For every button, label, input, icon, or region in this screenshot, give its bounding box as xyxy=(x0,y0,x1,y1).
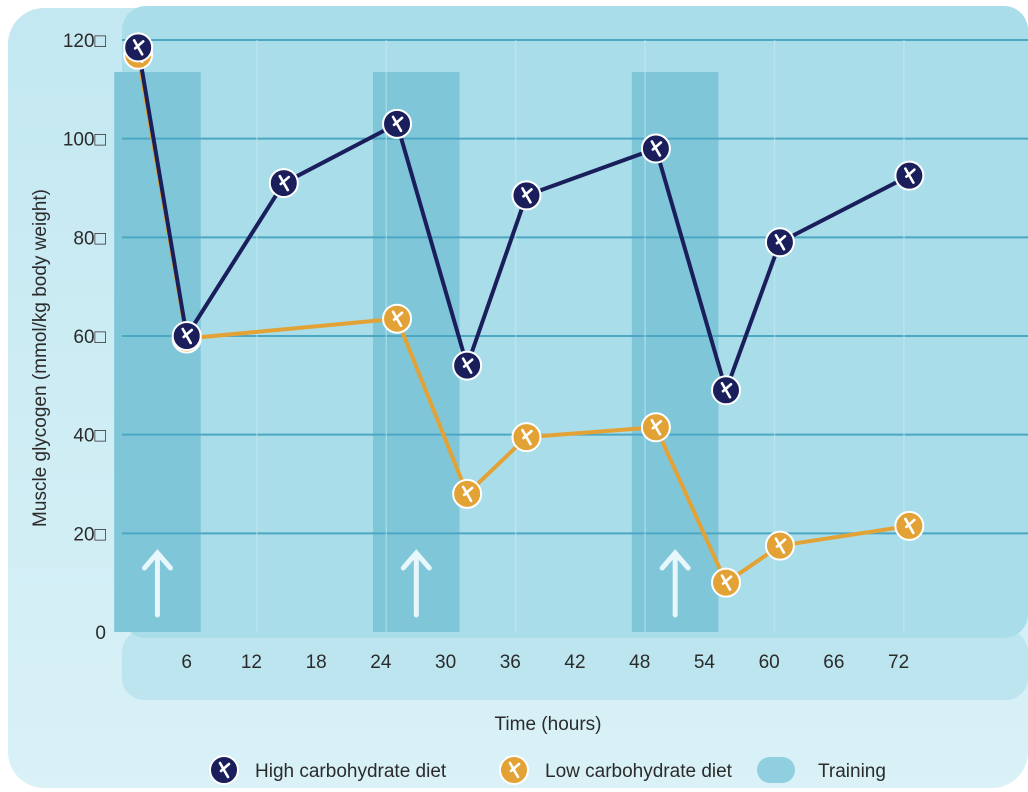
training-swatch-icon xyxy=(757,757,795,783)
x-tick-label: 54 xyxy=(694,652,716,673)
x-tick-label: 24 xyxy=(370,652,392,673)
legend-label: Low carbohydrate diet xyxy=(545,761,733,782)
y-tick-label: 100□ xyxy=(63,130,107,151)
x-tick-label: 6 xyxy=(181,652,192,673)
x-tick-label: 30 xyxy=(435,652,456,673)
low-carb-data-point xyxy=(764,530,795,561)
high-carb-series-line xyxy=(136,47,911,393)
high-carb-data-point xyxy=(382,108,413,139)
y-axis-label: Muscle glycogen (mmol/kg body weight) xyxy=(30,189,51,527)
y-tick-label: 40□ xyxy=(73,426,106,447)
x-tick-label: 18 xyxy=(306,652,327,673)
legend-label: High carbohydrate diet xyxy=(255,761,447,782)
legend-running-figure-icon xyxy=(209,755,239,785)
x-tick-label: 48 xyxy=(629,652,650,673)
low-carb-data-point xyxy=(711,567,741,598)
high-carb-data-point xyxy=(511,180,542,211)
high-carb-data-point xyxy=(171,321,202,351)
low-carb-data-point xyxy=(640,412,671,443)
x-tick-label: 60 xyxy=(759,652,780,673)
training-band xyxy=(373,72,460,632)
low-carb-data-point xyxy=(894,510,925,541)
legend-label: Training xyxy=(818,761,886,782)
training-arrow-icon xyxy=(400,549,432,618)
legend: High carbohydrate diet Low carbohydrate d… xyxy=(209,755,886,785)
legend-running-figure-icon xyxy=(499,755,529,785)
low-carb-data-point xyxy=(382,303,413,334)
high-carb-data-point xyxy=(452,350,483,381)
x-tick-label: 66 xyxy=(823,652,844,673)
high-carb-data-point xyxy=(123,32,154,63)
high-carb-data-point xyxy=(268,168,299,199)
y-tick-label: 60□ xyxy=(73,327,106,348)
x-tick-label: 42 xyxy=(564,652,585,673)
training-arrow-icon xyxy=(659,549,691,618)
x-axis-band xyxy=(122,630,1028,700)
y-tick-label: 120□ xyxy=(63,31,107,52)
x-tick-label: 12 xyxy=(241,652,262,673)
low-carb-data-point xyxy=(511,422,542,453)
high-carb-data-point xyxy=(764,227,795,258)
x-axis-label: Time (hours) xyxy=(495,714,602,735)
x-tick-label: 72 xyxy=(888,652,909,673)
low-carb-data-point xyxy=(452,478,483,509)
y-tick-label: 80□ xyxy=(73,228,106,249)
x-tick-label: 36 xyxy=(500,652,521,673)
training-arrow-icon xyxy=(141,549,173,618)
high-carb-data-point xyxy=(640,133,671,164)
high-carb-data-point xyxy=(711,375,741,406)
y-tick-label: 20□ xyxy=(73,524,106,545)
y-tick-label: 0 xyxy=(95,623,106,644)
plot-area xyxy=(122,6,1028,638)
high-carb-data-point xyxy=(894,160,925,191)
